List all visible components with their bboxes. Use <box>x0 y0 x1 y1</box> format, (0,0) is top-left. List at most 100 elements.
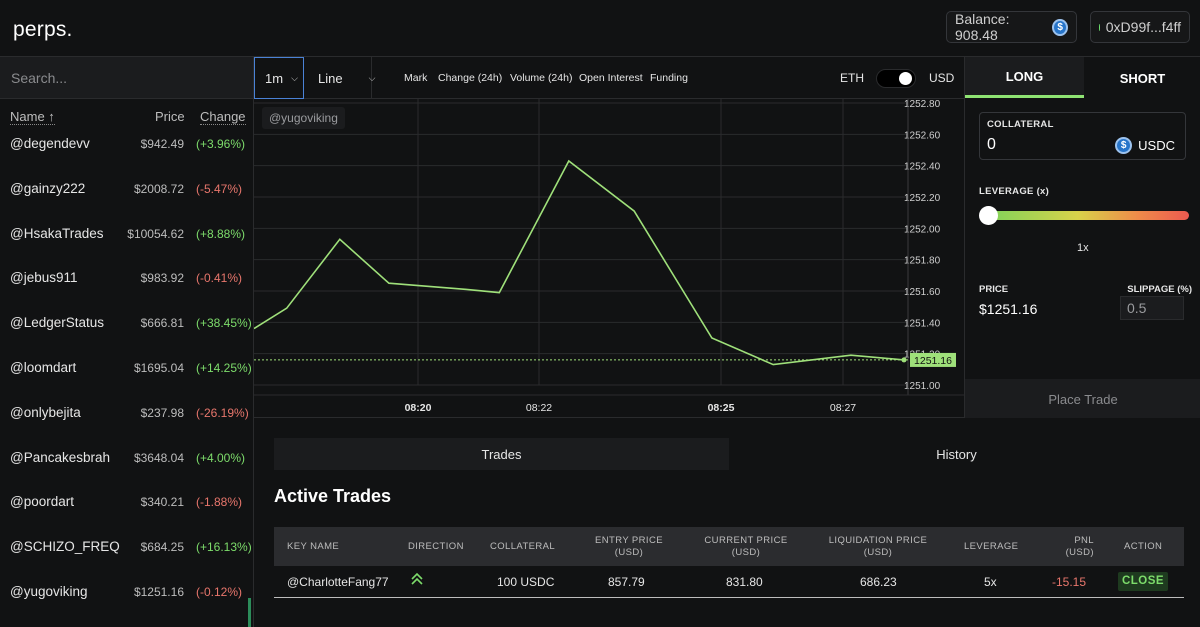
list-item[interactable]: @gainzy222 $2008.72 (-5.47%) <box>0 167 253 212</box>
currency-toggle[interactable] <box>876 69 916 88</box>
market-price: $2008.72 <box>133 181 184 196</box>
list-item[interactable]: @LedgerStatus $666.81 (+38.45%) <box>0 301 253 346</box>
price-value: $1251.16 <box>979 301 1038 317</box>
place-trade-button[interactable]: Place Trade <box>965 379 1200 418</box>
chart-watermark: @yugoviking <box>262 107 345 129</box>
market-price: $10054.62 <box>127 226 184 241</box>
list-item[interactable]: @onlybejita $237.98 (-26.19%) <box>0 391 253 436</box>
x-tick-label: 08:20 <box>405 402 432 414</box>
scrollbar-thumb[interactable] <box>248 598 251 627</box>
price-chart[interactable]: 1252.80 1252.60 1252.40 1252.20 1252.00 1251.… <box>253 99 964 418</box>
tab-trades[interactable]: Trades <box>274 438 729 470</box>
list-item[interactable]: @poordart $340.21 (-1.88%) <box>0 480 253 525</box>
market-price: $340.21 <box>140 495 184 510</box>
search-input[interactable] <box>0 57 253 98</box>
interval-select[interactable]: 1m ⌵ <box>254 57 304 99</box>
trade-entry-price: 857.79 <box>608 575 645 589</box>
close-trade-button[interactable]: CLOSE <box>1118 572 1168 591</box>
logo[interactable]: perps. <box>13 18 73 41</box>
market-price: $237.98 <box>140 405 184 420</box>
leverage-value: 1x <box>1077 242 1089 254</box>
toggle-usd-label: USD <box>929 71 955 85</box>
col-key-name: KEY NAME <box>287 541 340 552</box>
trade-collateral: 100 USDC <box>497 575 555 589</box>
list-item[interactable]: @degendevv $942.49 (+3.96%) <box>0 122 253 167</box>
market-list-header: Name ↑ Price Change <box>0 99 253 133</box>
market-sidebar: @degendevv $942.49 (+3.96%) @gainzy222 $2008… <box>0 57 254 627</box>
y-tick-label: 1252.60 <box>904 130 941 141</box>
table-row: @CharlotteFang77 100 USDC 857.79 831.80 … <box>274 566 1184 598</box>
price-label: PRICE <box>979 284 1009 295</box>
market-name: @degendevv <box>10 136 90 151</box>
market-name: @onlybejita <box>10 404 81 420</box>
leverage-slider-handle[interactable] <box>979 206 998 225</box>
toggle-eth-label: ETH <box>840 71 864 85</box>
market-list: @degendevv $942.49 (+3.96%) @gainzy222 $2008… <box>0 122 253 615</box>
chart-type-value: Line <box>318 70 343 86</box>
metric-volume-24h[interactable]: Volume (24h) <box>510 72 573 84</box>
last-price-dot <box>901 357 907 363</box>
metric-change-24h[interactable]: Change (24h) <box>438 72 503 84</box>
x-tick-label: 08:22 <box>526 402 552 414</box>
market-price: $1695.04 <box>133 360 184 375</box>
y-tick-label: 1251.40 <box>904 318 941 329</box>
price-chart-svg: 1252.80 1252.60 1252.40 1252.20 1252.00 1251.… <box>253 99 964 414</box>
price-series-line <box>253 159 905 366</box>
collateral-label: COLLATERAL <box>987 119 1054 130</box>
collateral-field[interactable]: COLLATERAL 0 $ USDC <box>979 112 1186 160</box>
chart-toolbar: 1m ⌵ Line ⌵ Mark Change (24h) Volume (24… <box>254 57 964 99</box>
leverage-slider-track[interactable] <box>987 211 1189 220</box>
y-tick-label: 1252.40 <box>904 162 941 173</box>
market-price: $942.49 <box>140 137 184 151</box>
col-pnl: PNL (USD) <box>1065 535 1094 558</box>
market-price: $983.92 <box>140 271 184 286</box>
y-tick-label: 1252.20 <box>904 193 941 204</box>
trade-key-name: @CharlotteFang77 <box>287 575 389 589</box>
list-item[interactable]: @yugoviking $1251.16 (-0.12%) <box>0 570 253 615</box>
col-collateral: COLLATERAL <box>490 541 556 552</box>
market-change: (+8.88%) <box>196 226 246 241</box>
col-leverage: LEVERAGE <box>964 541 1019 552</box>
chart-type-select[interactable]: Line ⌵ <box>306 57 375 99</box>
market-change: (-1.88%) <box>196 495 243 510</box>
search-box <box>0 57 253 99</box>
tab-short[interactable]: SHORT <box>1119 71 1166 86</box>
list-item[interactable]: @Pancakesbrah $3648.04 (+4.00%) <box>0 436 253 481</box>
price-header: Price <box>155 109 185 124</box>
y-tick-label: 1252.80 <box>904 99 941 110</box>
sort-name-header[interactable]: Name ↑ <box>10 109 55 125</box>
market-price: $1251.16 <box>133 584 184 599</box>
y-tick-label: 1251.00 <box>904 381 941 392</box>
sort-change-header[interactable]: Change <box>200 109 246 125</box>
metric-open-interest[interactable]: Open Interest <box>579 72 643 84</box>
tab-long[interactable]: LONG <box>965 57 1084 98</box>
list-item[interactable]: @HsakaTrades $10054.62 (+8.88%) <box>0 212 253 257</box>
y-tick-label: 1251.80 <box>904 256 941 267</box>
connected-status-icon <box>1099 23 1100 31</box>
market-change: (+16.13%) <box>196 540 252 555</box>
market-name: @HsakaTrades <box>10 225 104 241</box>
balance-pill[interactable]: Balance: 908.48 $ <box>946 11 1077 43</box>
market-change: (+3.96%) <box>196 137 246 151</box>
col-liquidation-price: LIQUIDATION PRICE (USD) <box>828 535 928 558</box>
market-change: (-5.47%) <box>196 181 243 196</box>
col-current-price: CURRENT PRICE (USD) <box>704 535 788 558</box>
tab-history[interactable]: History <box>936 447 977 462</box>
market-change: (+14.25%) <box>196 360 252 375</box>
wallet-address-button[interactable]: 0xD99f...f4ff <box>1090 11 1190 43</box>
slippage-input[interactable]: 0.5 <box>1120 296 1184 320</box>
direction-long-icon <box>410 572 424 589</box>
market-change: (+38.45%) <box>196 316 252 331</box>
metric-mark[interactable]: Mark <box>404 72 428 84</box>
trade-leverage: 5x <box>984 575 997 589</box>
current-price-badge <box>910 352 956 367</box>
market-change: (-26.19%) <box>196 405 249 420</box>
list-item[interactable]: @jebus911 $983.92 (-0.41%) <box>0 256 253 301</box>
market-name: @Pancakesbrah <box>10 449 111 465</box>
market-change: (-0.41%) <box>196 271 243 286</box>
usdc-icon: $ <box>1052 18 1068 36</box>
list-item[interactable]: @SCHIZO_FREQ $684.25 (+16.13%) <box>0 525 253 570</box>
metric-funding[interactable]: Funding <box>650 72 688 84</box>
list-item[interactable]: @loomdart $1695.04 (+14.25%) <box>0 346 253 391</box>
collateral-input[interactable]: 0 <box>987 136 996 153</box>
